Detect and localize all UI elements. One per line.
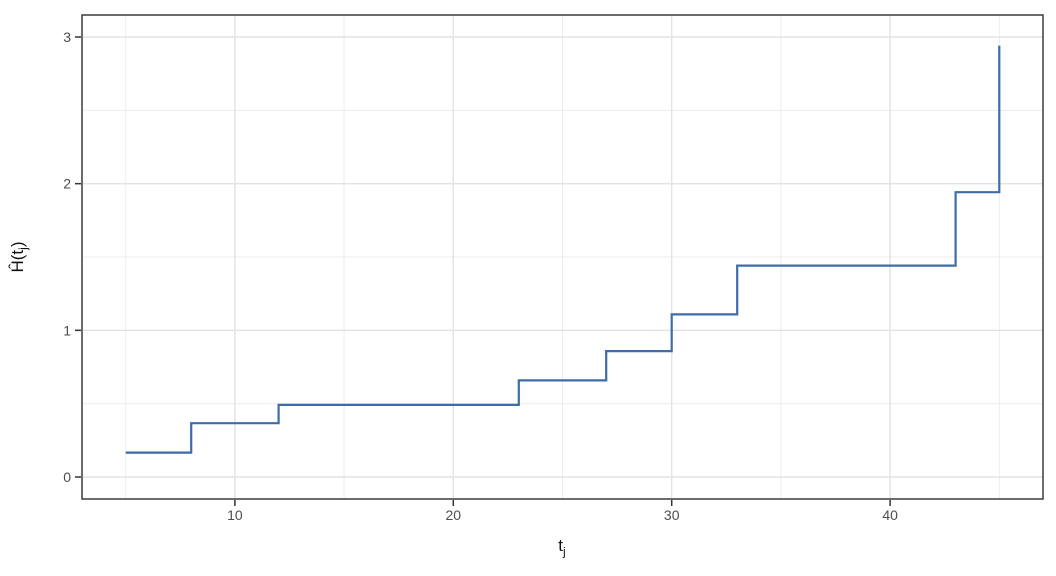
x-axis-tick-label: 10 [227, 507, 243, 523]
cumulative-hazard-step-line [125, 45, 1001, 454]
x-axis-tick-label: 30 [664, 507, 680, 523]
y-axis-title-subscript: j [16, 247, 31, 250]
x-axis-title: tj [558, 536, 565, 558]
x-axis-tick-label: 20 [446, 507, 462, 523]
y-axis-tick-label: 3 [63, 29, 71, 45]
x-axis-tick-label: 40 [882, 507, 898, 523]
y-axis-tick-label: 0 [63, 469, 71, 485]
y-axis-title-main: Ĥ(t [7, 249, 27, 273]
y-axis-tick-label: 2 [63, 176, 71, 192]
x-axis-title-main: t [558, 536, 564, 555]
y-axis-tick-label: 1 [63, 322, 71, 338]
panel-border [81, 14, 1044, 500]
y-axis-title: Ĥ(tj) [8, 241, 30, 272]
y-axis-title-close: ) [7, 241, 27, 248]
x-axis-title-subscript: j [563, 544, 566, 559]
